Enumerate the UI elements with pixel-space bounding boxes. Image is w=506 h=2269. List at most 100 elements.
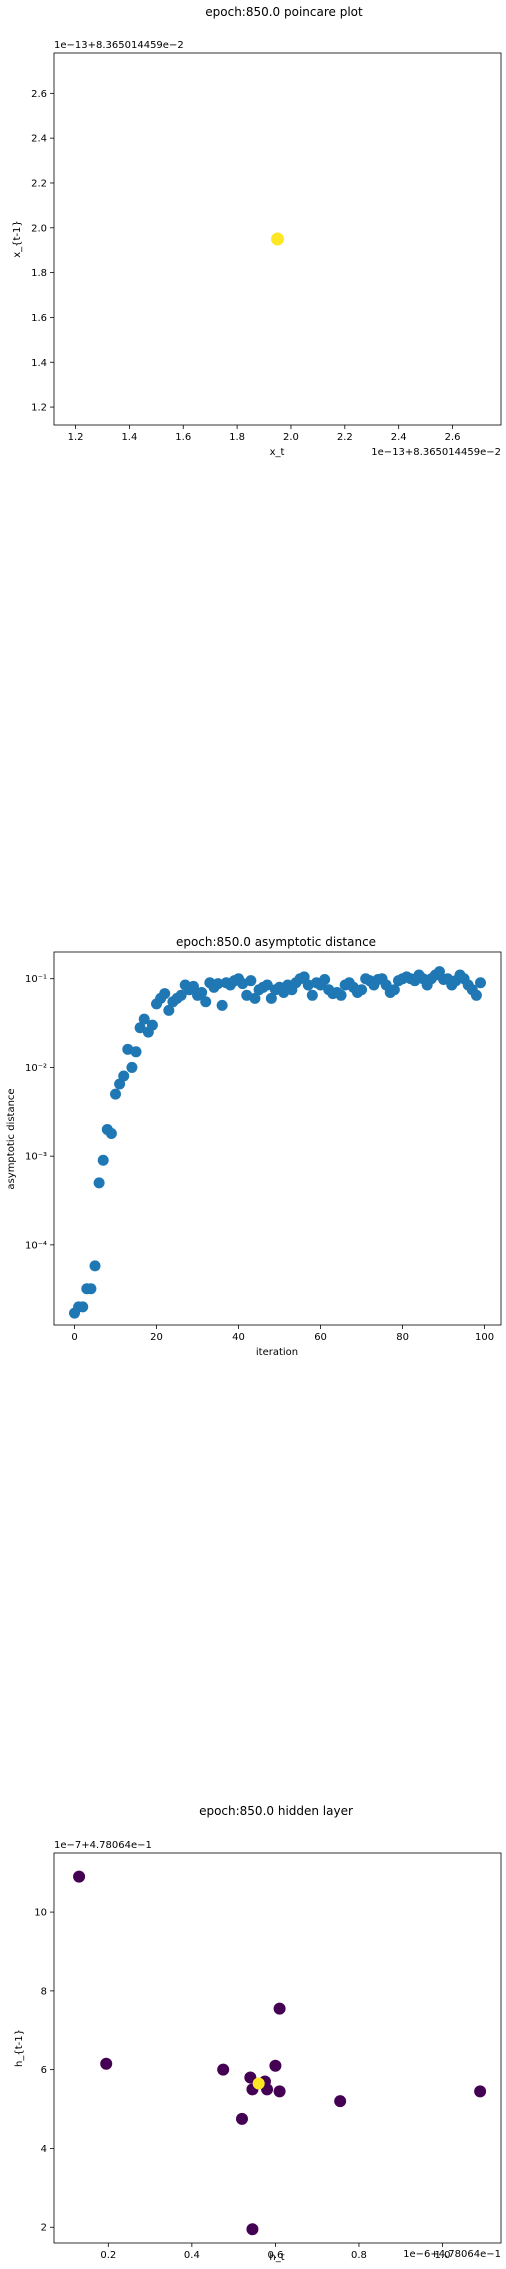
asymptotic-ytick-label: 10⁻¹	[25, 974, 47, 985]
hidden-layer-point	[273, 2085, 286, 2098]
poincare-ytick-label: 1.8	[31, 268, 47, 279]
asymptotic-point	[388, 984, 400, 996]
asymptotic-point	[93, 1177, 105, 1189]
poincare-y-axis-label: x_{t-1}	[12, 220, 23, 258]
asymptotic-point	[265, 992, 277, 1004]
asymptotic-x-axis-label: iteration	[256, 1347, 298, 1358]
asymptotic-point	[306, 989, 318, 1001]
poincare-point	[271, 232, 284, 246]
poincare-ytick-label: 1.6	[31, 313, 47, 324]
asymptotic-point	[335, 989, 347, 1001]
hidden-layer-point	[269, 2059, 282, 2072]
poincare-xtick-label: 2.2	[337, 432, 353, 443]
asymptotic-point	[130, 1046, 142, 1058]
asymptotic-distance-axes	[53, 951, 502, 1326]
hidden-layer-ytick-label: 10	[34, 1908, 47, 1919]
asymptotic-ytick-label: 10⁻²	[25, 1063, 47, 1074]
poincare-x-ticks: 1.2 1.4 1.6 1.8 2.0 2.2 2.4 2.6	[68, 425, 461, 443]
asymptotic-distance-chart: epoch:850.0 asymptotic distance 0 20 40 60 8…	[6, 935, 502, 1358]
hidden-layer-xtick-label: 0.8	[351, 2250, 367, 2261]
asymptotic-point	[200, 996, 212, 1008]
poincare-plot-axes	[53, 52, 502, 426]
hidden-layer-ytick-label: 4	[41, 2144, 47, 2155]
asymptotic-point	[298, 971, 310, 983]
asymptotic-point	[85, 1283, 97, 1295]
poincare-x-axis-label: x_t	[270, 447, 285, 458]
poincare-ytick-label: 2.0	[31, 223, 47, 234]
hidden-layer-point	[235, 2112, 248, 2125]
hidden-layer-point	[261, 2083, 274, 2096]
hidden-layer-ytick-label: 8	[41, 1986, 47, 1997]
poincare-xtick-label: 2.6	[445, 432, 461, 443]
poincare-ytick-label: 1.2	[31, 403, 47, 414]
poincare-ytick-label: 1.4	[31, 358, 47, 369]
asymptotic-point	[89, 1260, 101, 1272]
asymptotic-point	[138, 1013, 150, 1025]
asymptotic-points	[69, 966, 486, 1319]
poincare-xtick-label: 2.0	[283, 432, 299, 443]
asymptotic-y-axis-label: asymptotic distance	[6, 1088, 17, 1189]
asymptotic-point	[319, 973, 331, 985]
asymptotic-xtick-label: 60	[314, 1332, 327, 1343]
asymptotic-y-ticks: 10⁻⁴ 10⁻³ 10⁻² 10⁻¹	[25, 974, 54, 1251]
hidden-layer-xtick-label: 0.4	[184, 2250, 200, 2261]
hidden-layer-ytick-label: 6	[41, 2065, 47, 2076]
poincare-xtick-label: 1.6	[175, 432, 191, 443]
asymptotic-point	[105, 1128, 117, 1140]
hidden-layer-xtick-label: 0.2	[100, 2250, 116, 2261]
hidden-layer-point	[100, 2057, 113, 2070]
asymptotic-point	[175, 989, 187, 1001]
asymptotic-point	[110, 1088, 122, 1100]
hidden-layer-x-axis-label: h_t	[269, 2252, 284, 2263]
asymptotic-xtick-label: 40	[232, 1332, 245, 1343]
hidden-layer-point	[244, 2071, 257, 2084]
poincare-y-ticks: 1.2 1.4 1.6 1.8 2.0 2.2 2.4 2.6	[31, 89, 54, 414]
hidden-layer-axes	[53, 1852, 502, 2244]
poincare-xtick-label: 2.4	[391, 432, 407, 443]
poincare-xtick-label: 1.4	[121, 432, 137, 443]
asymptotic-point	[356, 984, 368, 996]
asymptotic-point	[134, 1022, 146, 1034]
hidden-layer-point	[273, 2002, 286, 2015]
asymptotic-point	[163, 1004, 175, 1016]
asymptotic-xtick-label: 20	[150, 1332, 163, 1343]
hidden-layer-xtick-label: 0.6	[267, 2250, 283, 2261]
asymptotic-point	[159, 988, 171, 1000]
poincare-ytick-label: 2.6	[31, 89, 47, 100]
hidden-layer-title: epoch:850.0 hidden layer	[199, 1804, 353, 1818]
asymptotic-point	[261, 979, 273, 991]
asymptotic-point	[216, 999, 228, 1011]
hidden-layer-chart: epoch:850.0 hidden layer 1e−7+4.78064e−1…	[14, 1804, 502, 2263]
asymptotic-ytick-label: 10⁻³	[25, 1152, 47, 1163]
hidden-layer-point	[246, 2223, 259, 2236]
asymptotic-distance-title: epoch:850.0 asymptotic distance	[176, 935, 376, 949]
poincare-y-offset-label: 1e−13+8.365014459e−2	[54, 40, 184, 51]
hidden-layer-xtick-label: 1.0	[435, 2250, 451, 2261]
asymptotic-point	[187, 980, 199, 992]
asymptotic-ytick-label: 10⁻⁴	[25, 1240, 47, 1251]
asymptotic-xtick-label: 100	[475, 1332, 494, 1343]
asymptotic-point	[146, 1019, 158, 1031]
asymptotic-point	[196, 986, 208, 998]
poincare-points	[271, 232, 284, 246]
asymptotic-x-ticks: 0 20 40 60 80 100	[71, 1325, 494, 1343]
hidden-layer-y-offset-label: 1e−7+4.78064e−1	[54, 1840, 152, 1851]
hidden-layer-y-ticks: 2 4 6 8 10	[34, 1908, 54, 2234]
asymptotic-point	[97, 1154, 109, 1166]
asymptotic-point	[126, 1061, 138, 1073]
poincare-plot-chart: epoch:850.0 poincare plot 1e−13+8.365014…	[12, 5, 502, 458]
asymptotic-point	[212, 978, 224, 990]
poincare-xtick-label: 1.2	[68, 432, 84, 443]
asymptotic-xtick-label: 80	[396, 1332, 409, 1343]
poincare-ytick-label: 2.2	[31, 178, 47, 189]
hidden-layer-x-ticks: 0.2 0.4 0.6 0.8 1.0	[100, 2243, 450, 2261]
hidden-layer-point	[474, 2085, 487, 2098]
poincare-xtick-label: 1.8	[229, 432, 245, 443]
hidden-layer-point	[73, 1870, 86, 1883]
hidden-layer-point	[252, 2077, 265, 2090]
hidden-layer-point	[334, 2095, 347, 2108]
poincare-ytick-label: 2.4	[31, 134, 47, 145]
hidden-layer-point	[217, 2063, 230, 2076]
asymptotic-point	[77, 1301, 89, 1313]
